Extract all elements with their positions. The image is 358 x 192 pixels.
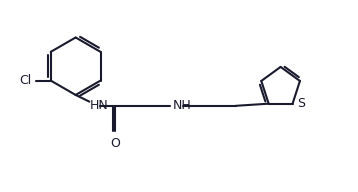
Text: Cl: Cl — [20, 74, 32, 87]
Text: HN: HN — [89, 99, 108, 112]
Text: S: S — [297, 97, 305, 110]
Text: NH: NH — [173, 99, 192, 112]
Text: O: O — [110, 137, 120, 150]
